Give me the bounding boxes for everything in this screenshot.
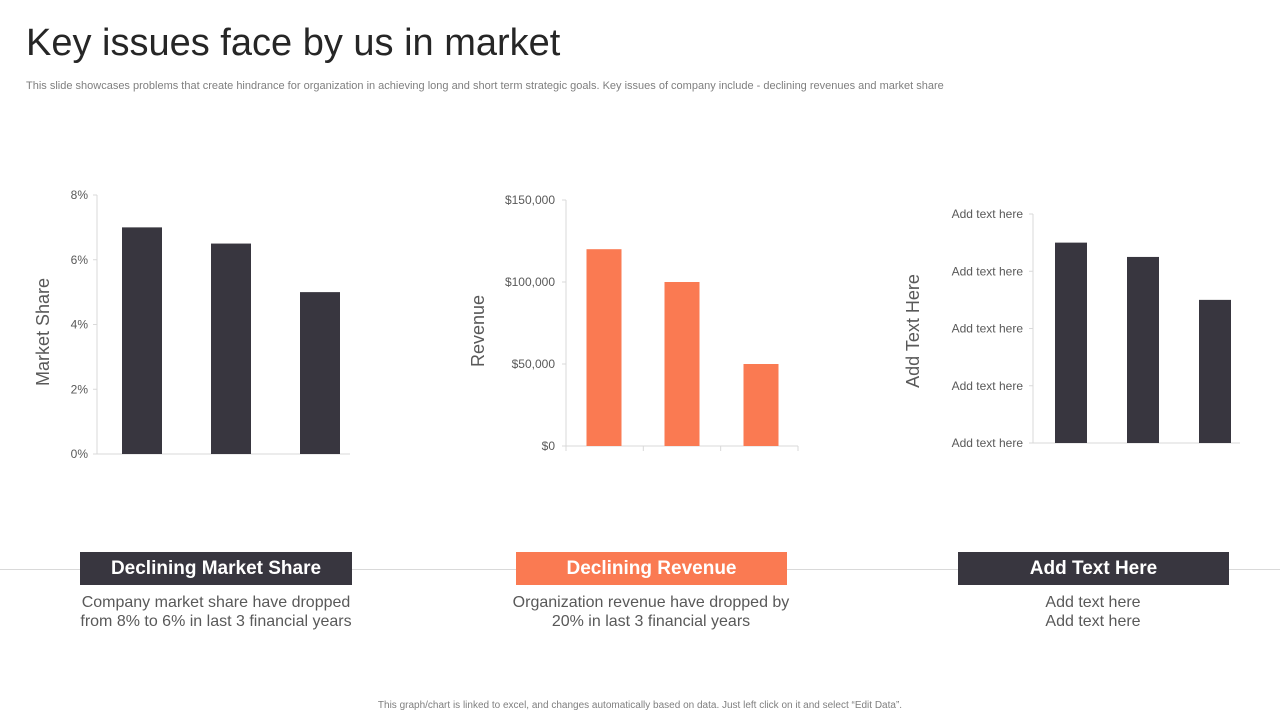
custom-chart[interactable]: Add text here Add text here Add text here A… [890, 195, 1250, 465]
y-tick-label: Add text here [952, 322, 1024, 336]
y-tick-label: 4% [71, 318, 89, 332]
y-tick-label: $50,000 [512, 357, 556, 371]
bar [300, 292, 340, 454]
bar [586, 249, 622, 446]
bar [1055, 242, 1087, 443]
description-line: Company market share have dropped [81, 594, 351, 611]
page-subtitle: This slide showcases problems that creat… [26, 80, 944, 92]
y-tick-label: $0 [542, 439, 556, 453]
market-share-description: Company market share have dropped from 8… [56, 593, 376, 631]
bar [1199, 299, 1231, 443]
footer-note: This graph/chart is linked to excel, and… [377, 700, 903, 711]
y-tick-label: Add text here [952, 436, 1024, 450]
description-line: Add text here [1045, 594, 1141, 611]
description-line: Organization revenue have dropped by [512, 594, 790, 611]
description-line: 20% in last 3 financial years [551, 613, 751, 630]
y-tick-label: 0% [71, 447, 89, 461]
y-tick-label: $150,000 [505, 193, 555, 207]
custom-description: Add text here Add text here [933, 593, 1253, 631]
bar [743, 364, 779, 446]
bar [664, 282, 700, 446]
y-tick-label: Add text here [952, 264, 1024, 278]
market-share-chart[interactable]: 0% 2% 4% 6% 8% Market Share [20, 180, 370, 480]
y-tick-label: 6% [71, 253, 89, 267]
revenue-heading: Declining Revenue [516, 552, 787, 585]
market-share-heading: Declining Market Share [80, 552, 352, 585]
y-tick-label: $100,000 [505, 275, 555, 289]
custom-heading: Add Text Here [958, 552, 1229, 585]
bar [122, 227, 162, 454]
y-tick-label: 2% [71, 382, 89, 396]
description-line: Add text here [1045, 613, 1141, 630]
revenue-description: Organization revenue have dropped by 20%… [491, 593, 811, 631]
revenue-chart[interactable]: $0 $50,000 $100,000 $150,000 Revenue [450, 185, 810, 475]
y-axis-title: Market Share [33, 278, 53, 386]
y-axis-title: Revenue [468, 295, 488, 367]
y-tick-label: 8% [71, 188, 89, 202]
page-title: Key issues face by us in market [26, 22, 561, 64]
description-line: from 8% to 6% in last 3 financial years [80, 613, 352, 630]
bar [1127, 256, 1159, 443]
y-axis-title: Add Text Here [903, 274, 923, 388]
y-tick-label: Add text here [952, 379, 1024, 393]
y-tick-label: Add text here [952, 207, 1024, 221]
bar [211, 243, 251, 454]
